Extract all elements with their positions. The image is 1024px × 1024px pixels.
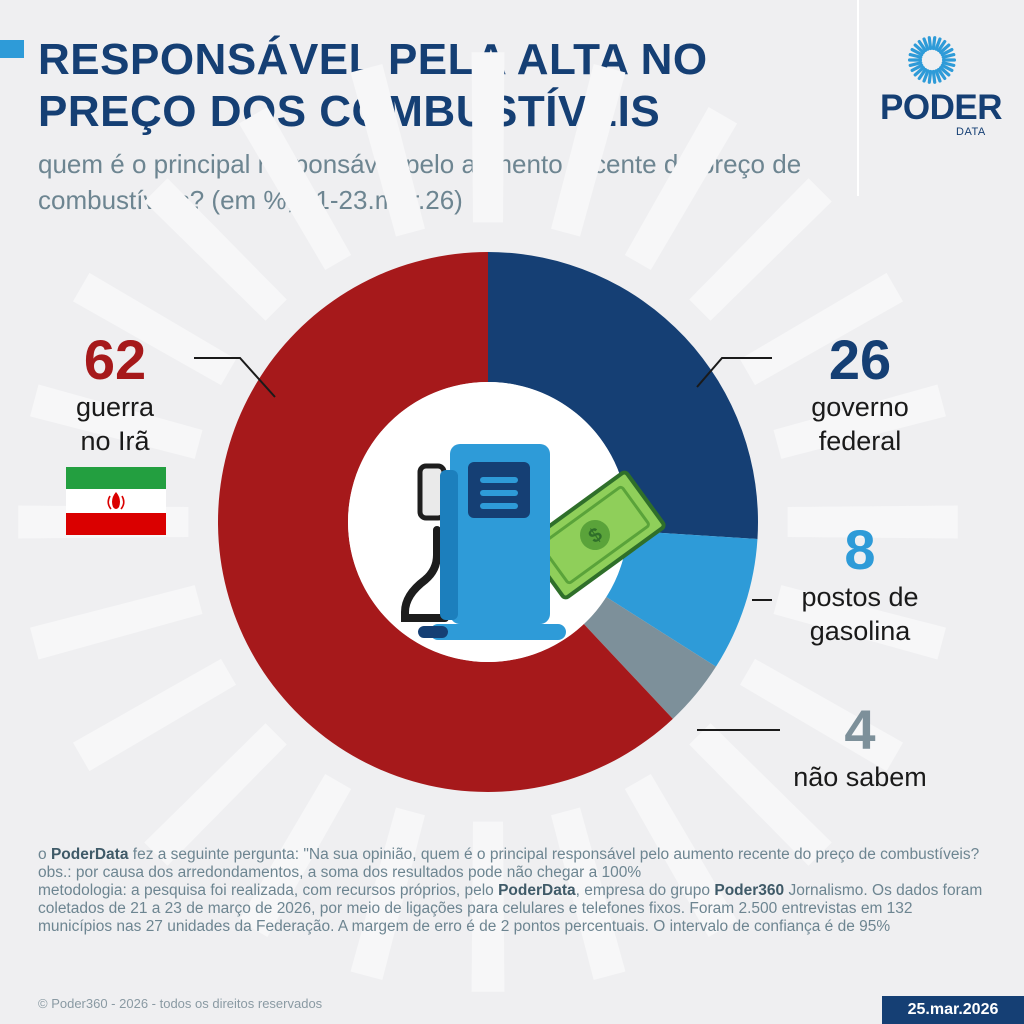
background-ray <box>689 178 832 321</box>
background-ray <box>551 64 626 237</box>
donut-slice-não <box>583 597 716 719</box>
slice-category: governo federal <box>811 392 909 456</box>
leader-line-governo <box>696 357 772 388</box>
background-ray <box>144 723 287 866</box>
fuel-pump-with-dollar-bill-icon: $ <box>401 444 666 640</box>
footer-methodology: metodologia: a pesquisa foi realizada, c… <box>38 882 983 935</box>
donut-slice-governo <box>488 252 758 539</box>
background-ray <box>689 723 832 866</box>
background-ray <box>144 178 287 321</box>
slice-category: postos de gasolina <box>801 582 919 646</box>
brand-sub: DATA <box>956 126 986 138</box>
background-ray <box>30 585 203 660</box>
background-ray <box>551 807 626 980</box>
background-ray <box>624 773 738 938</box>
slice-label: 26 governo federal <box>770 330 950 458</box>
background-ray <box>238 773 352 938</box>
background-ray <box>72 658 237 772</box>
background-ray <box>238 106 352 271</box>
background-ray <box>350 807 425 980</box>
background-ray <box>787 505 958 539</box>
background-ray <box>773 585 946 660</box>
publish-date: 25.mar.2026 <box>882 996 1024 1024</box>
accent-bar <box>0 40 24 58</box>
header-divider <box>857 0 859 196</box>
background-ray <box>30 384 203 459</box>
poderdata-logo-icon <box>908 36 956 84</box>
slice-category: guerra no Irã <box>75 392 155 456</box>
slice-label: 8 postos de gasolina <box>770 520 950 648</box>
footer-notes: o PoderData fez a seguinte pergunta: "Na… <box>38 846 988 936</box>
copyright: © Poder360 - 2026 - todos os direitos re… <box>38 996 323 1011</box>
background-ray <box>471 52 505 223</box>
leader-line-guerra <box>194 357 276 398</box>
background-ray <box>773 384 946 459</box>
background-ray <box>624 106 738 271</box>
slice-value: 62 <box>83 328 147 391</box>
page-title: RESPONSÁVEL PELA ALTA NO PREÇO DOS COMBU… <box>38 35 708 136</box>
slice-value: 4 <box>844 698 876 761</box>
brand-name: PODER <box>880 88 1002 127</box>
slice-value: 26 <box>828 328 892 391</box>
background-ray <box>739 272 904 386</box>
background-ray <box>471 821 505 992</box>
slice-value: 8 <box>844 518 876 581</box>
background-ray <box>350 64 425 237</box>
background-ray <box>739 658 904 772</box>
slice-category: não sabem <box>793 762 927 792</box>
slice-label: 4 não sabem <box>770 700 950 794</box>
slice-label: 62 guerra no Irã <box>30 330 200 458</box>
donut-slice-guerra <box>217 252 673 792</box>
donut-slice-postos <box>606 530 758 667</box>
footer-obs: obs.: por causa dos arredondamentos, a s… <box>38 864 642 881</box>
iran-flag-icon <box>66 467 166 535</box>
footer-question: o PoderData fez a seguinte pergunta: "Na… <box>38 846 980 863</box>
